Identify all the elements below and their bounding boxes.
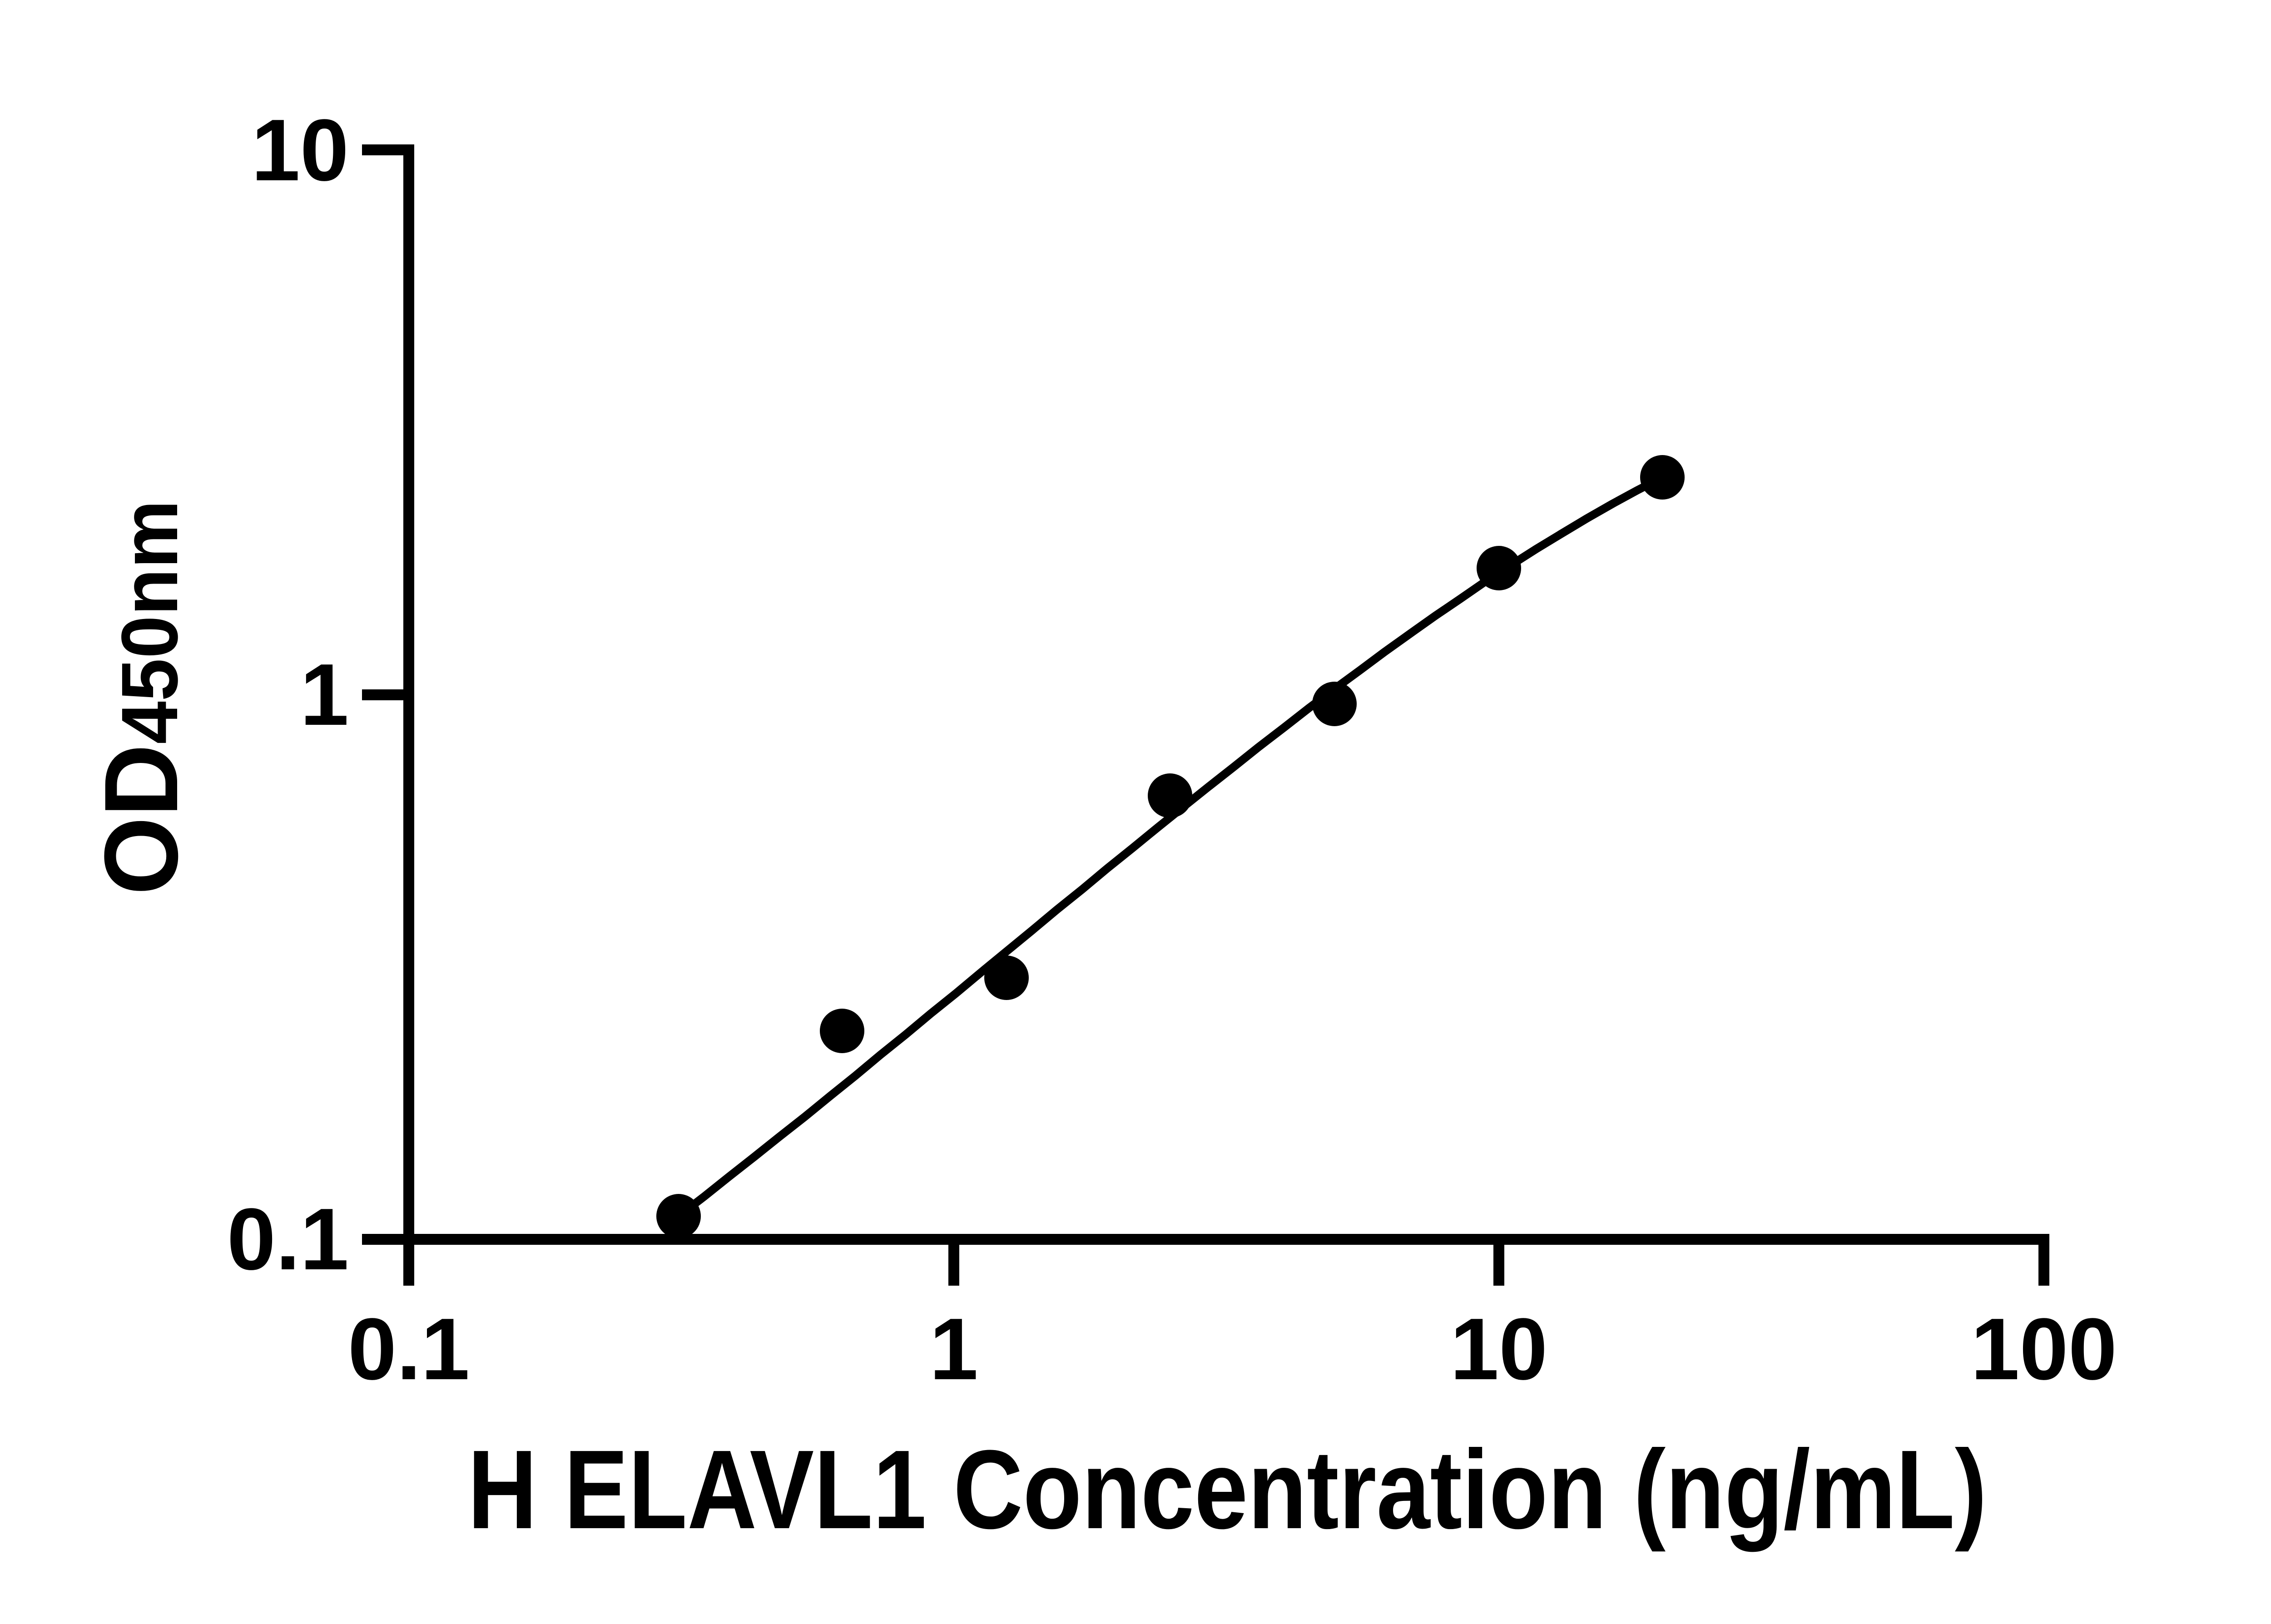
svg-text:H ELAVL1 Concentration (ng/mL): H ELAVL1 Concentration (ng/mL): [468, 1427, 1987, 1552]
svg-text:1: 1: [929, 1300, 978, 1398]
svg-text:0.1: 0.1: [348, 1300, 470, 1398]
svg-text:100: 100: [1971, 1300, 2117, 1398]
svg-text:0.1: 0.1: [227, 1190, 349, 1288]
svg-text:10: 10: [251, 101, 349, 199]
svg-text:10: 10: [1450, 1300, 1548, 1398]
svg-text:OD450nm: OD450nm: [83, 500, 199, 895]
svg-text:1: 1: [300, 645, 349, 743]
